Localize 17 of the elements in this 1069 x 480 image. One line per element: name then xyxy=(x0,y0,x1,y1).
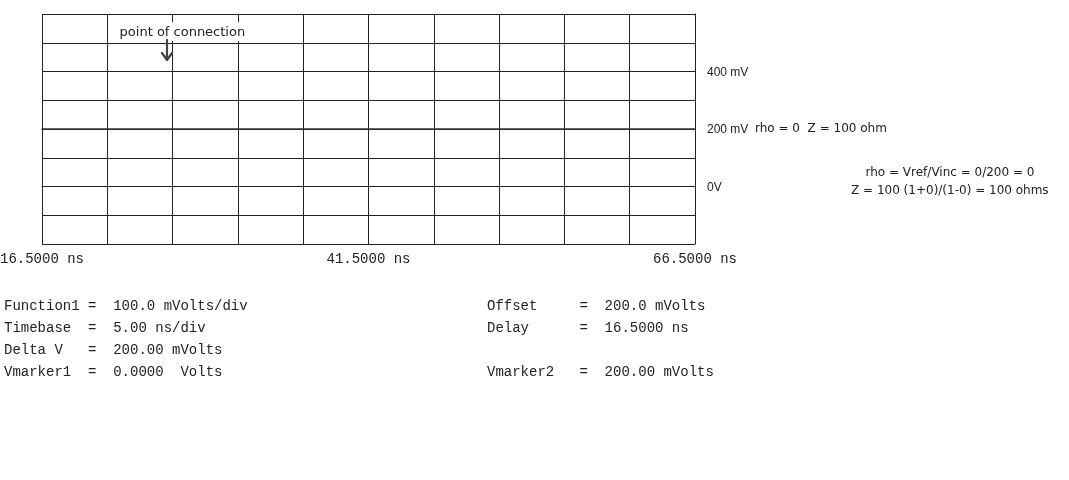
y-tick-label: 0V xyxy=(707,179,722,194)
text: Offset = 200.0 mVolts xyxy=(487,298,706,314)
text: Vmarker2 = 200.00 mVolts xyxy=(487,364,714,380)
text: rho = 0 Z = 100 ohm xyxy=(755,121,887,135)
text: Z = 100 (1+0)/(1-0) = 100 ohms xyxy=(851,182,1049,197)
text: Vmarker1 = 0.0000 Volts xyxy=(4,364,223,380)
text: Delay = 16.5000 ns xyxy=(487,320,689,336)
x-tick-label: 66.5000 ns xyxy=(652,251,738,267)
annotation: point of connection xyxy=(116,22,249,41)
text: Delta V = 200.00 mVolts xyxy=(4,342,223,358)
y-tick-label: 200 mV xyxy=(707,122,749,136)
text: Function1 = 100.0 mVolts/div xyxy=(4,298,248,314)
text: Timebase = 5.00 ns/div xyxy=(4,320,206,336)
text: rho = Vref/Vinc = 0/200 = 0 xyxy=(865,164,1035,179)
x-tick-label: 41.5000 ns xyxy=(326,251,411,267)
y-tick-label: 400 mV xyxy=(707,64,749,79)
x-tick-label: 16.5000 ns xyxy=(0,251,85,267)
